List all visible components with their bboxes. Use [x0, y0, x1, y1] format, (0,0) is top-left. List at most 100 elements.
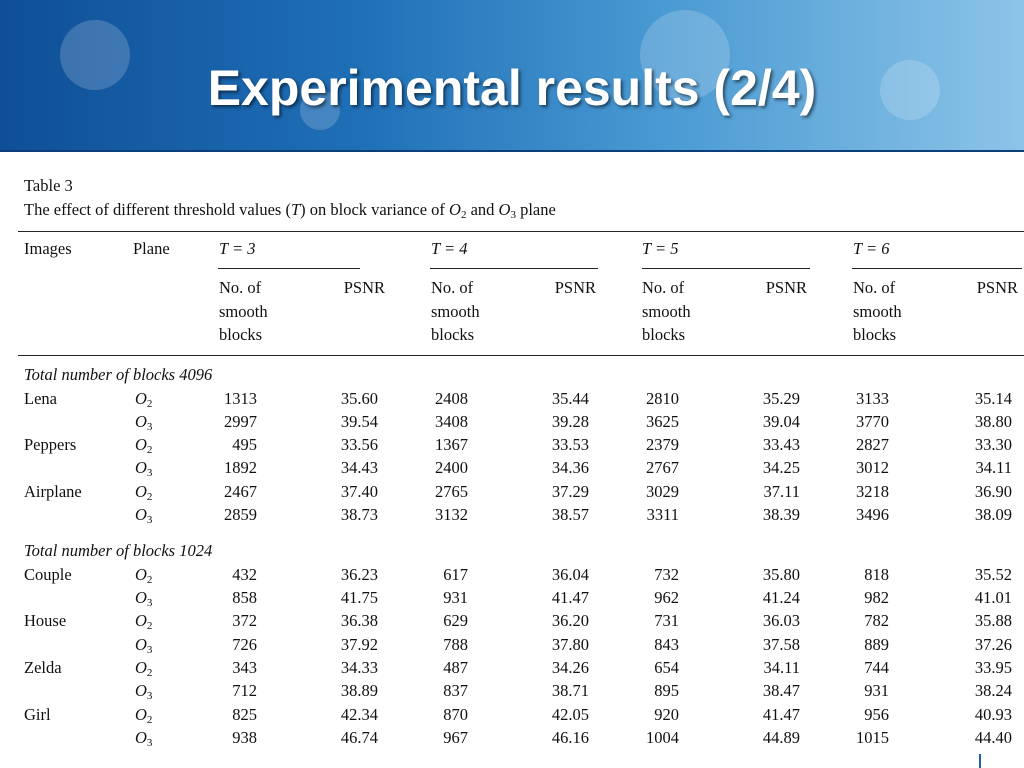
smooth-blocks-value: 432 [232, 564, 257, 584]
psnr-value: 37.80 [551, 634, 589, 654]
plane-letter: O [135, 658, 147, 677]
psnr-value: 34.43 [340, 458, 378, 478]
smooth-blocks-value: 2408 [435, 388, 468, 408]
plane-label: O2 [135, 387, 152, 416]
bokeh-decoration [880, 60, 940, 120]
smooth-blocks-value: 1313 [224, 388, 257, 408]
plane-subscript: 2 [146, 573, 153, 586]
smooth-blocks-value: 2400 [435, 458, 468, 478]
slide-title: Experimental results (2/4) [207, 60, 817, 116]
plane-letter: O [135, 505, 147, 524]
psnr-value: 38.24 [974, 681, 1012, 701]
plane-letter: O [135, 481, 147, 501]
column-header-smooth-blocks: No. of [219, 278, 262, 297]
plane-subscript: 2 [146, 667, 153, 679]
psnr-value: 36.20 [551, 611, 589, 631]
plane-label: O3 [135, 633, 152, 662]
plane-label: O2 [135, 563, 152, 592]
plane-subscript: 3 [146, 467, 153, 480]
psnr-value: 36.23 [340, 564, 378, 584]
psnr-value: 34.11 [975, 458, 1012, 478]
psnr-value: 36.03 [762, 611, 800, 631]
smooth-blocks-value: 2765 [435, 481, 468, 501]
column-header-smooth-blocks: smooth [853, 301, 902, 321]
plane-letter: O [135, 435, 147, 455]
column-header-threshold: T = 6 [853, 239, 890, 258]
smooth-blocks-value: 1892 [224, 458, 257, 478]
bokeh-decoration [300, 90, 340, 130]
psnr-value: 38.47 [762, 681, 800, 701]
table-rule-header [18, 355, 1024, 356]
smooth-blocks-value: 629 [443, 611, 468, 631]
plane-letter: O [135, 727, 147, 747]
plane-letter: O [135, 634, 147, 654]
smooth-blocks-value: 895 [654, 681, 679, 701]
image-name: Lena [24, 388, 57, 408]
smooth-blocks-value: 726 [232, 634, 257, 654]
psnr-value: 37.40 [340, 481, 378, 501]
psnr-value: 40.93 [974, 704, 1012, 724]
smooth-blocks-value: 2997 [224, 411, 257, 431]
smooth-blocks-value: 788 [443, 634, 468, 654]
column-header-smooth-blocks: No. of [642, 278, 685, 297]
column-header-psnr: PSNR [976, 278, 1018, 297]
psnr-value: 33.43 [762, 435, 800, 455]
title-banner [0, 0, 1024, 152]
column-header-smooth-blocks: blocks [642, 325, 686, 344]
plane-letter: O [135, 611, 147, 631]
plane-subscript: 3 [146, 597, 153, 610]
plane-label: O2 [135, 703, 152, 732]
plane-subscript: 3 [146, 736, 153, 749]
column-header-threshold: T = 4 [431, 239, 468, 258]
plane-letter: O [135, 388, 147, 408]
plane-label: O3 [135, 456, 152, 485]
smooth-blocks-value: 3496 [856, 505, 889, 524]
smooth-blocks-value: 889 [864, 634, 889, 654]
smooth-blocks-value: 712 [232, 681, 257, 701]
slide-corner-mark [979, 754, 981, 768]
smooth-blocks-value: 825 [232, 704, 257, 724]
psnr-value: 34.33 [340, 658, 378, 677]
column-header-smooth-blocks: No. of [431, 278, 474, 297]
psnr-value: 41.47 [551, 588, 589, 608]
smooth-blocks-value: 3625 [646, 411, 679, 431]
smooth-blocks-value: 858 [232, 588, 257, 608]
smooth-blocks-value: 2467 [224, 481, 257, 501]
plane-label: O2 [135, 609, 152, 638]
smooth-blocks-value: 870 [443, 704, 468, 724]
image-name: Girl [24, 704, 51, 724]
psnr-value: 38.39 [762, 505, 800, 524]
column-header-psnr: PSNR [343, 278, 385, 297]
smooth-blocks-value: 837 [443, 681, 468, 701]
smooth-blocks-value: 843 [654, 634, 679, 654]
smooth-blocks-value: 1015 [856, 727, 889, 747]
column-header-smooth-blocks: blocks [219, 325, 263, 344]
column-header-smooth-blocks: smooth [642, 301, 691, 321]
table-caption: The effect of different threshold values… [24, 200, 556, 221]
column-header-threshold: T = 3 [219, 239, 256, 258]
plane-subscript: 2 [146, 713, 153, 726]
smooth-blocks-value: 744 [864, 658, 889, 677]
psnr-value: 42.05 [551, 704, 589, 724]
psnr-value: 36.38 [340, 611, 378, 631]
bokeh-decoration [640, 10, 730, 100]
smooth-blocks-value: 3132 [435, 505, 468, 524]
plane-label: O2 [135, 480, 152, 509]
psnr-value: 39.28 [551, 411, 589, 431]
smooth-blocks-value: 372 [232, 611, 257, 631]
plane-subscript: 2 [146, 397, 153, 410]
table-label: Table 3 [24, 176, 73, 195]
psnr-value: 44.40 [974, 727, 1012, 747]
plane-label: O2 [135, 433, 152, 462]
column-header-plane: Plane [133, 239, 170, 258]
smooth-blocks-value: 931 [443, 588, 468, 608]
smooth-blocks-value: 3311 [646, 505, 679, 524]
psnr-value: 33.30 [974, 435, 1012, 455]
psnr-value: 41.01 [974, 588, 1012, 608]
psnr-value: 38.80 [974, 411, 1012, 431]
image-name: Couple [24, 564, 72, 584]
smooth-blocks-value: 3770 [856, 411, 889, 431]
smooth-blocks-value: 1004 [646, 727, 679, 747]
psnr-value: 33.95 [974, 658, 1012, 677]
psnr-value: 38.57 [551, 505, 589, 524]
